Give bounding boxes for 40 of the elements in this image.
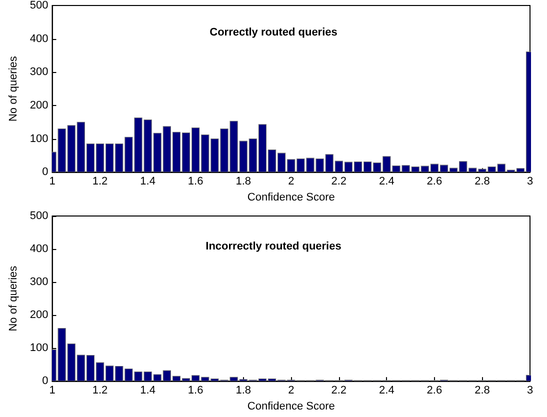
y-axis-title: No of queries [8,265,20,332]
x-tick-label: 1.6 [188,176,204,188]
text: Incorrectly routed queries [206,240,342,252]
y-tick-label: 0 [42,166,48,178]
text: Correctly routed queries [210,26,338,38]
x-tick-label: 2.4 [379,384,394,397]
y-axis-title: No of queries [8,56,20,122]
x-tick-label: 2.2 [331,176,347,188]
x-tick-label: 2.8 [474,176,490,188]
y-tick-label: 400 [30,243,48,256]
x-tick-label: 1.2 [92,384,108,397]
y-tick-label: 0 [42,375,48,388]
x-tick-label: 3 [526,176,534,188]
x-tick-label: 1.8 [236,384,251,397]
y-tick-label: 400 [30,32,48,45]
y-tick-label: 100 [30,132,48,145]
x-tick-label: 2 [288,384,294,397]
x-tick-label: 1 [49,176,56,188]
x-tick-label: 1.8 [236,176,251,188]
y-tick-label: 200 [30,99,48,112]
x-tick-label: 1.2 [92,176,108,188]
x-tick-label: 2.4 [379,176,394,188]
y-tick-label: 200 [30,309,48,322]
x-tick-label: 2.8 [474,384,490,397]
x-tick-label: 2.6 [426,176,442,188]
x-tick-label: 1.4 [140,384,156,397]
x-tick-label: 2.2 [331,384,347,397]
y-tick-label: 500 [30,0,48,12]
x-tick-label: 1 [49,384,56,397]
y-tick-label: 100 [30,342,48,354]
x-tick-label: 1.6 [188,384,204,397]
y-tick-label: 500 [30,210,48,222]
x-axis-title: Confidence Score [247,400,335,412]
x-tick-label: 1.4 [140,176,156,188]
x-tick-label: 2.6 [426,384,442,397]
y-tick-label: 300 [30,276,48,288]
x-axis-title: Confidence Score [247,192,335,204]
y-tick-label: 300 [30,66,48,78]
x-tick-label: 2 [288,176,294,188]
x-tick-label: 3 [526,384,534,397]
